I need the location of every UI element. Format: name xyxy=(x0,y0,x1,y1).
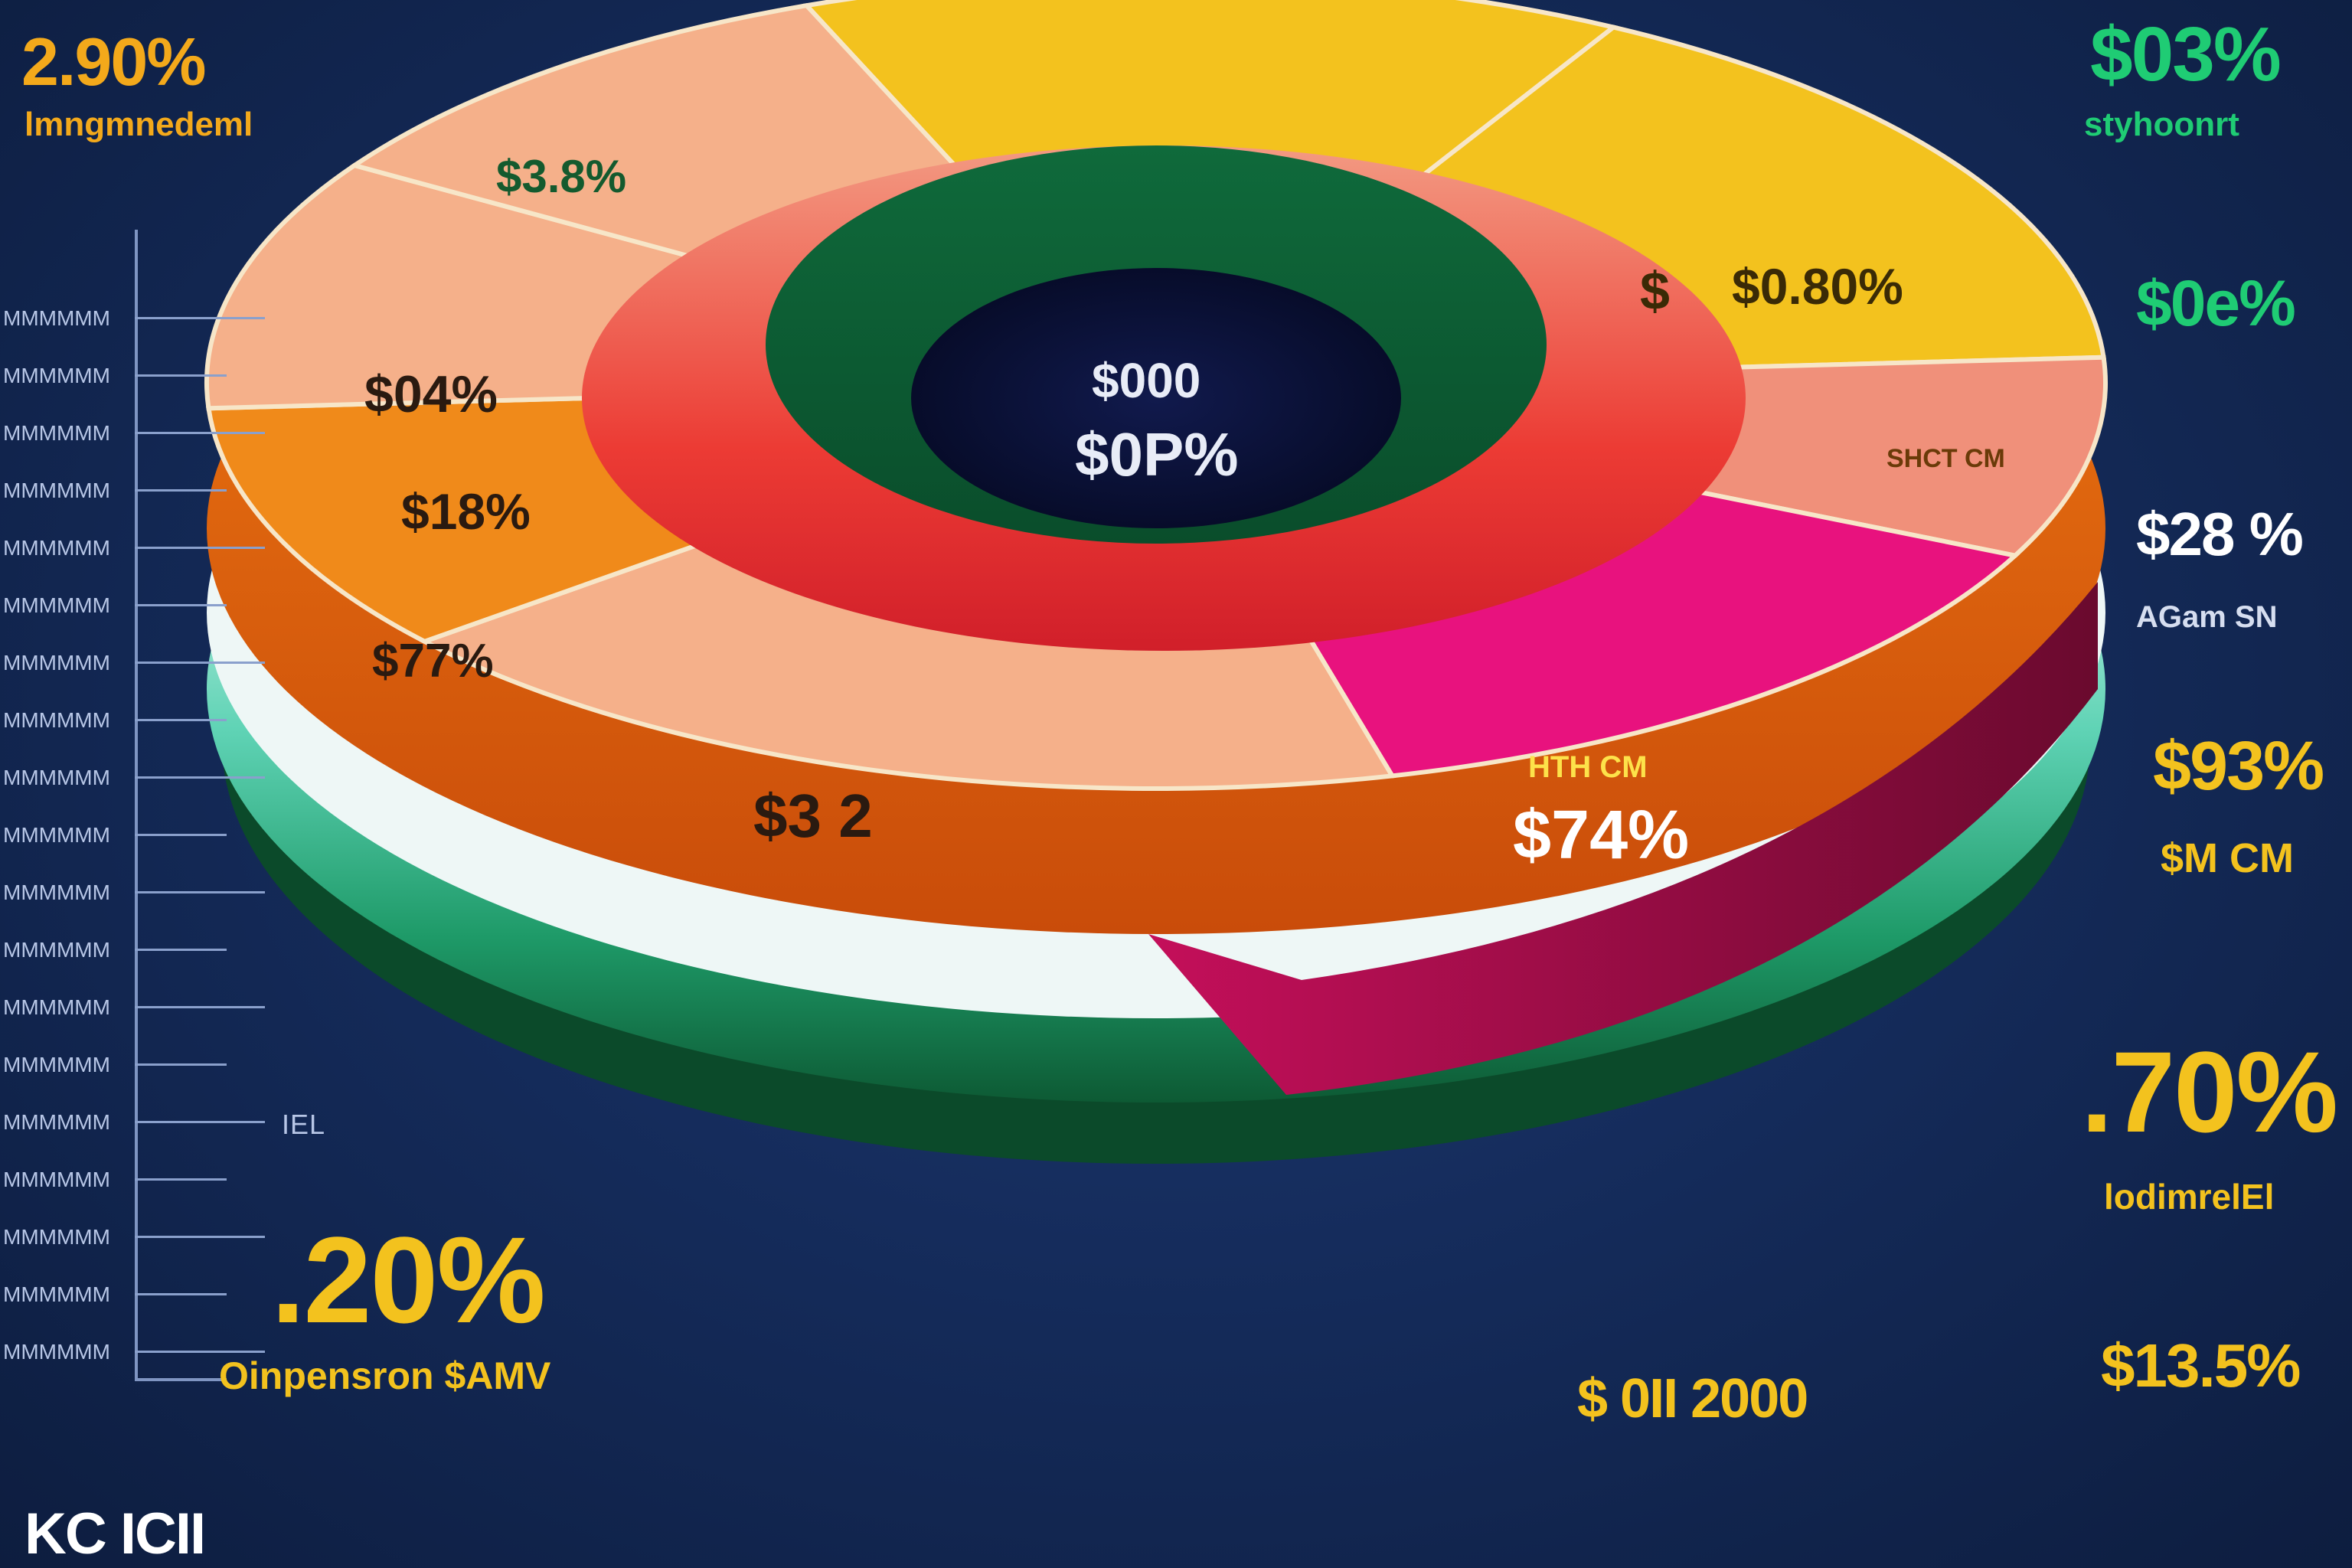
axis-tick-label: MMMMMM xyxy=(3,823,110,847)
slice-caption-magenta-heading: HTH CM xyxy=(1528,750,1648,784)
axis-tick-mark xyxy=(135,489,227,492)
axis-tick-mark xyxy=(135,1236,265,1238)
slice-caption-magenta: $74% xyxy=(1513,797,1690,874)
axis-tick-mark xyxy=(135,1063,227,1066)
axis-tick-label: MMMMMM xyxy=(3,766,110,789)
right-1-value: $0e% xyxy=(2136,267,2296,339)
axis-tick-label: MMMMMM xyxy=(3,1168,110,1191)
right-2-value: $28 % xyxy=(2136,500,2304,568)
slice-caption-left-orange: $77% xyxy=(372,635,494,688)
slice-caption-left-peach-1: $04% xyxy=(364,365,498,423)
axis-tick-mark xyxy=(135,547,265,549)
axis-tick-mark xyxy=(135,1351,265,1353)
axis-tick-mark xyxy=(135,1121,265,1123)
center-line-2: $0P% xyxy=(1075,420,1239,488)
slice-caption-right-tab: SHCT CM xyxy=(1886,444,2005,473)
axis-tick-label: MMMMMM xyxy=(3,1340,110,1364)
axis-tick-label: MMMMMM xyxy=(3,479,110,502)
axis-tick-mark xyxy=(135,374,227,377)
slice-caption-right-yellow: $0.80% xyxy=(1732,258,1903,315)
bottom-left-value: .20% xyxy=(271,1211,546,1348)
axis-tick-mark xyxy=(135,834,227,836)
slice-caption-front: $3 2 xyxy=(753,782,873,850)
axis-tick-label: MMMMMM xyxy=(3,536,110,560)
left-axis-line xyxy=(135,230,138,1378)
axis-tick-label: MMMMMM xyxy=(3,1110,110,1134)
center-line-1: $000 xyxy=(1092,353,1201,408)
axis-tick-label: MMMMMM xyxy=(3,593,110,617)
axis-tick-mark xyxy=(135,1178,227,1181)
top-right-value: $03% xyxy=(2090,11,2282,97)
axis-tick-mark xyxy=(135,1293,227,1295)
axis-tick-label: MMMMMM xyxy=(3,1053,110,1076)
top-right-caption: styhoonrt xyxy=(2084,106,2239,143)
axis-tick-mark xyxy=(135,776,265,779)
slice-caption-top-yellow: $3.8% xyxy=(496,151,627,202)
axis-tick-label: MMMMMM xyxy=(3,1282,110,1306)
axis-tick-mark xyxy=(135,949,227,951)
axis-tick-mark xyxy=(135,604,227,606)
axis-tick-mark xyxy=(135,1006,265,1008)
axis-tick-mark xyxy=(135,891,265,893)
axis-tick-label: MMMMMM xyxy=(3,1225,110,1249)
axis-tick-mark xyxy=(135,662,265,664)
right-4-caption: lodimrelEl xyxy=(2104,1177,2275,1217)
axis-tick-label: MMMMMM xyxy=(3,651,110,675)
bottom-left-caption: Oinpensron $AMV xyxy=(219,1354,551,1397)
axis-tick-label: MMMMMM xyxy=(3,708,110,732)
axis-tick-mark xyxy=(135,317,265,319)
bottom-center-value: $ 0II 2000 xyxy=(1577,1368,1808,1429)
right-5-value: $13.5% xyxy=(2101,1331,2301,1400)
right-3-value: $93% xyxy=(2153,728,2324,805)
top-left-value: 2.90% xyxy=(21,24,207,100)
axis-tick-label: MMMMMM xyxy=(3,421,110,445)
axis-tick-label: MMMMMM xyxy=(3,995,110,1019)
axis-marker: IEL xyxy=(282,1109,326,1140)
top-left-caption: lmngmnedeml xyxy=(24,106,253,143)
inner-ring-center xyxy=(911,268,1401,528)
axis-tick-mark xyxy=(135,432,265,434)
footer-logo: KC ICII xyxy=(24,1501,206,1566)
right-3-caption: $M CM xyxy=(2161,835,2294,881)
axis-tick-label: MMMMMM xyxy=(3,364,110,387)
right-4-value: .70% xyxy=(2081,1027,2338,1156)
chart-inner-rings xyxy=(582,145,1746,651)
axis-tick-label: MMMMMM xyxy=(3,880,110,904)
slice-caption-left-peach-2: $18% xyxy=(401,483,531,540)
side-wall-magenta xyxy=(1148,582,2098,1095)
axis-tick-label: MMMMMM xyxy=(3,306,110,330)
axis-tick-label: MMMMMM xyxy=(3,938,110,962)
slice-caption-right-dollar: $ xyxy=(1640,261,1670,321)
axis-tick-mark xyxy=(135,719,227,721)
right-2-caption: AGam SN xyxy=(2136,600,2278,634)
left-axis-baseline xyxy=(135,1378,227,1381)
